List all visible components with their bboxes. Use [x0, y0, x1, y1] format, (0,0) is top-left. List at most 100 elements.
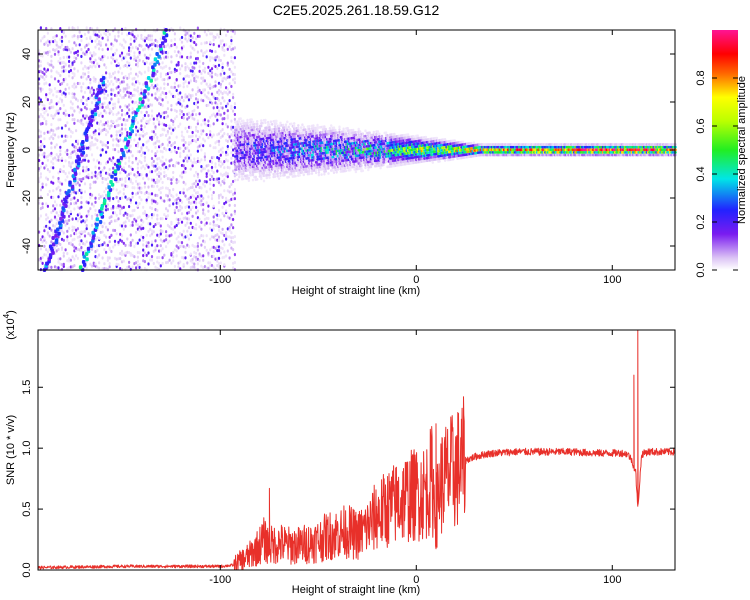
spectrogram-cell — [89, 81, 92, 85]
spectrogram-cell — [131, 223, 134, 227]
spectrogram-cell — [187, 197, 191, 201]
spectrogram-cell — [143, 53, 146, 57]
spectrogram-cell — [166, 143, 169, 147]
spectrogram-cell — [168, 225, 171, 229]
spectrogram-cell — [41, 75, 44, 79]
spectrogram-cell — [177, 101, 180, 105]
spectrogram-cell — [361, 132, 364, 136]
spectrogram-cell — [53, 38, 57, 43]
spectrogram-cell — [184, 205, 187, 209]
spectrogram-cell — [147, 262, 150, 266]
spectrogram-cell — [52, 209, 55, 213]
spectrogram-cell — [154, 265, 157, 269]
spectrogram-cell — [156, 157, 159, 161]
spectrogram-cell — [214, 141, 217, 145]
spectrogram-cell — [133, 76, 136, 80]
spectrogram-cell — [173, 117, 176, 121]
spectrogram-cell — [115, 262, 118, 266]
spectrogram-cell — [120, 131, 124, 136]
spectrogram-cell — [209, 264, 212, 268]
spectrogram-cell — [136, 182, 139, 186]
spectrogram-cell — [209, 144, 212, 148]
spectrogram-cell — [71, 197, 74, 201]
spectrogram-cell — [161, 247, 164, 251]
spectrogram-cell — [126, 216, 129, 220]
spectrogram-cell — [187, 74, 191, 79]
spectrogram-cell — [108, 262, 111, 266]
spectrogram-cell — [150, 192, 154, 196]
spectrogram-cell — [186, 211, 189, 215]
spectrogram-cell — [200, 142, 203, 146]
spectrogram-cell — [221, 239, 224, 243]
spectrogram-cell — [41, 54, 44, 58]
spectrogram-cell — [87, 96, 90, 101]
spectrogram-cell — [57, 109, 60, 113]
spectrogram-cell — [147, 114, 150, 118]
spectrogram-cell — [156, 69, 159, 74]
spectrogram-cell — [129, 37, 132, 41]
spectrogram-cell — [60, 229, 64, 233]
spectrogram-cell — [105, 76, 108, 80]
spectrogram-cell — [170, 108, 173, 112]
spectrogram-cell — [110, 124, 113, 128]
spectrogram-cell — [124, 113, 127, 117]
spectrogram-cell — [136, 255, 139, 259]
spectrogram-cell — [375, 135, 378, 139]
spectrogram-cell — [217, 149, 221, 154]
spectrogram-cell — [225, 86, 228, 90]
spectrogram-cell — [143, 89, 147, 94]
spectrogram-cell — [240, 175, 244, 178]
spectrogram-cell — [159, 159, 162, 163]
spectrogram-cell — [136, 55, 139, 59]
spectrogram-cell — [76, 213, 79, 217]
spectrogram-cell — [71, 102, 74, 106]
spectrogram-cell — [117, 150, 120, 154]
spectrogram-cell — [115, 130, 118, 134]
spectrogram-cell — [140, 153, 143, 158]
spectrogram-cell — [83, 52, 87, 56]
spectrogram-cell — [258, 127, 262, 131]
spectrogram-cell — [193, 108, 196, 112]
spectrogram-cell — [232, 153, 235, 157]
spectrogram-cell — [90, 86, 94, 90]
spectrogram-cell — [166, 72, 169, 76]
spectrogram-cell — [92, 261, 95, 265]
spectrogram-cell — [262, 179, 266, 183]
spectrogram-cell — [98, 29, 101, 34]
spectrogram-cell — [161, 240, 164, 244]
spectrogram-cell — [317, 171, 321, 174]
spectrogram-cell — [314, 171, 318, 175]
spectrogram-cell — [165, 64, 168, 68]
spectrogram-cell — [170, 143, 173, 148]
spectrogram-cell — [85, 77, 88, 81]
spectrogram-cell — [209, 182, 212, 186]
spectrogram-cell — [210, 113, 214, 117]
spectrogram-cell — [101, 128, 104, 132]
spectrogram-cell — [196, 248, 199, 252]
spectrogram-cell — [202, 202, 205, 207]
spectrogram-cell — [122, 241, 125, 245]
spectrogram-cell — [198, 59, 201, 64]
spectrogram-cell — [122, 192, 125, 196]
spectrogram-cell — [50, 69, 53, 73]
spectrogram-cell — [219, 261, 222, 265]
spectrogram-cell — [202, 208, 205, 212]
spectrogram-cell — [202, 79, 205, 83]
spectrogram-cell — [152, 42, 155, 46]
spectrogram-cell — [69, 135, 72, 139]
spectrogram-cell — [50, 75, 53, 79]
spectrogram-cell — [225, 138, 228, 142]
spectrogram-cell — [165, 72, 168, 77]
spectrogram-cell — [55, 222, 58, 226]
spectrogram-cell — [327, 166, 330, 170]
spectrogram-cell — [175, 181, 178, 185]
spectrogram-cell — [57, 50, 60, 54]
spectrogram-cell — [182, 113, 185, 117]
spectrogram-cell — [179, 112, 182, 116]
spectrogram-cell — [152, 249, 155, 253]
spectrogram-cell — [195, 102, 198, 106]
spectrogram-cell — [200, 227, 203, 231]
spectrogram-cell — [113, 51, 117, 55]
spectrogram-cell — [207, 91, 210, 95]
spectrogram-cell — [143, 70, 146, 74]
